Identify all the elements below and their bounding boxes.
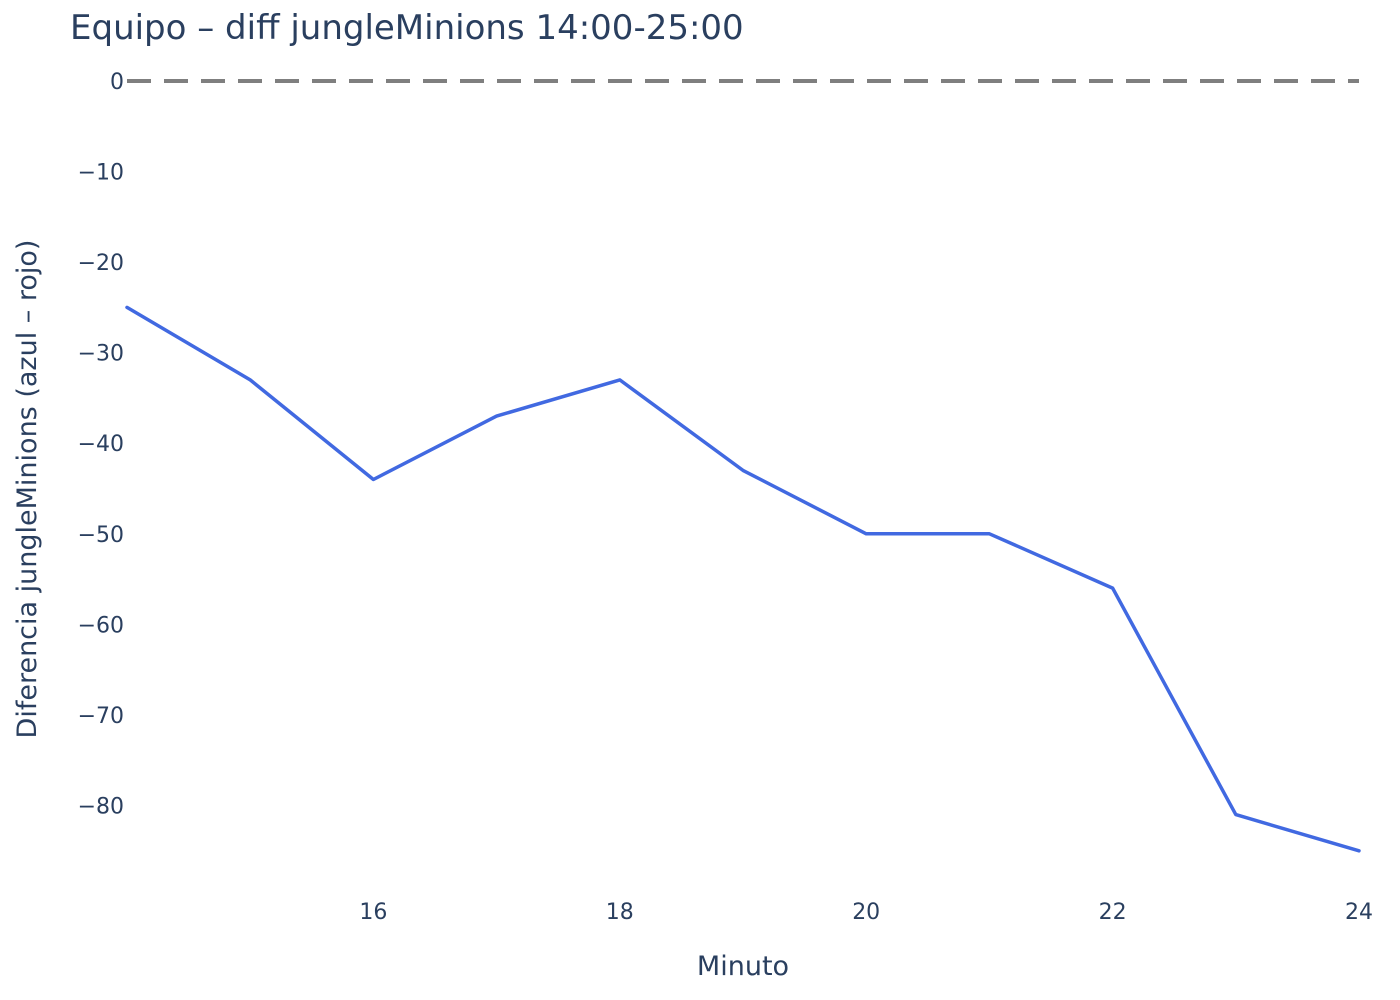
y-tick-label: −50 bbox=[78, 523, 124, 548]
x-tick-label: 22 bbox=[1099, 900, 1127, 925]
y-tick-label: −20 bbox=[78, 251, 124, 276]
y-axis-title: Diferencia jungleMinions (azul – rojo) bbox=[12, 240, 43, 739]
x-axis-ticks: 16 18 20 22 24 bbox=[359, 900, 1373, 925]
series-line bbox=[125, 305, 1361, 853]
y-tick-label: −30 bbox=[78, 342, 124, 367]
y-tick-label: 0 bbox=[110, 70, 124, 95]
x-tick-label: 20 bbox=[852, 900, 880, 925]
y-tick-label: −40 bbox=[78, 432, 124, 457]
y-tick-label: −60 bbox=[78, 613, 124, 638]
x-axis-title: Minuto bbox=[697, 951, 789, 982]
y-tick-label: −70 bbox=[78, 704, 124, 729]
x-tick-label: 18 bbox=[606, 900, 634, 925]
series-group bbox=[125, 305, 1361, 853]
chart-title: Equipo – diff jungleMinions 14:00-25:00 bbox=[70, 8, 744, 48]
x-tick-label: 16 bbox=[359, 900, 387, 925]
y-tick-label: −10 bbox=[78, 161, 124, 186]
y-tick-label: −80 bbox=[78, 794, 124, 819]
y-axis-ticks: 0 −10 −20 −30 −40 −50 −60 −70 −80 bbox=[78, 70, 124, 819]
x-tick-label: 24 bbox=[1345, 900, 1373, 925]
